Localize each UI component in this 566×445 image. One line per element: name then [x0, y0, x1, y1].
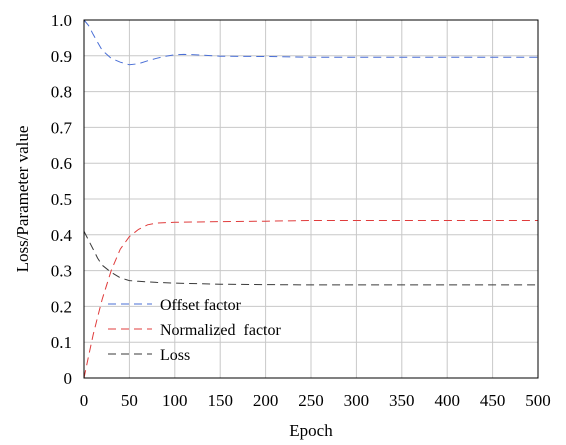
- series-line-2: [83, 220, 538, 379]
- x-tick-label: 100: [162, 391, 188, 410]
- x-axis-title: Epoch: [289, 421, 333, 440]
- x-tick-label: 450: [480, 391, 506, 410]
- y-tick-label: 0.5: [51, 190, 72, 209]
- x-tick-label: 500: [525, 391, 551, 410]
- x-tick-label: 300: [344, 391, 370, 410]
- y-tick-label: 0.2: [51, 297, 72, 316]
- legend-label: Normalized factor: [160, 322, 282, 339]
- y-tick-label: 0.7: [51, 118, 73, 137]
- y-tick-label: 0.4: [51, 226, 73, 245]
- grid: [84, 20, 538, 378]
- x-tick-label: 400: [434, 391, 460, 410]
- x-tick-label: 50: [121, 391, 138, 410]
- x-tick-label: 350: [389, 391, 415, 410]
- x-tick-label: 0: [80, 391, 89, 410]
- y-tick-label: 0.3: [51, 262, 72, 281]
- legend-label: Loss: [160, 347, 190, 364]
- x-tick-label: 150: [207, 391, 233, 410]
- x-tick-label: 250: [298, 391, 324, 410]
- y-tick-label: 0.8: [51, 83, 72, 102]
- x-tick-label: 200: [253, 391, 279, 410]
- y-axis-title: Loss/Parameter value: [13, 126, 32, 273]
- legend: Offset factor Normalized factor Loss: [108, 297, 282, 364]
- series-lines: [83, 19, 538, 379]
- y-tick-label: 0.6: [51, 154, 72, 173]
- plot-area-frame: [83, 19, 539, 379]
- y-tick-label: 0.9: [51, 47, 72, 66]
- x-axis-tick-labels: 0 50 100 150 200 250 300 350 400 450 500: [80, 391, 551, 410]
- y-tick-label: 0.1: [51, 333, 72, 352]
- series-line-1: [83, 19, 538, 66]
- y-tick-label: 1.0: [51, 11, 72, 30]
- y-axis-tick-labels: 0 0.1 0.2 0.3 0.4 0.5 0.6 0.7 0.8 0.9 1.0: [51, 11, 73, 388]
- legend-label: Offset factor: [160, 297, 242, 314]
- series-line-3: [83, 230, 538, 286]
- y-tick-label: 0: [64, 369, 73, 388]
